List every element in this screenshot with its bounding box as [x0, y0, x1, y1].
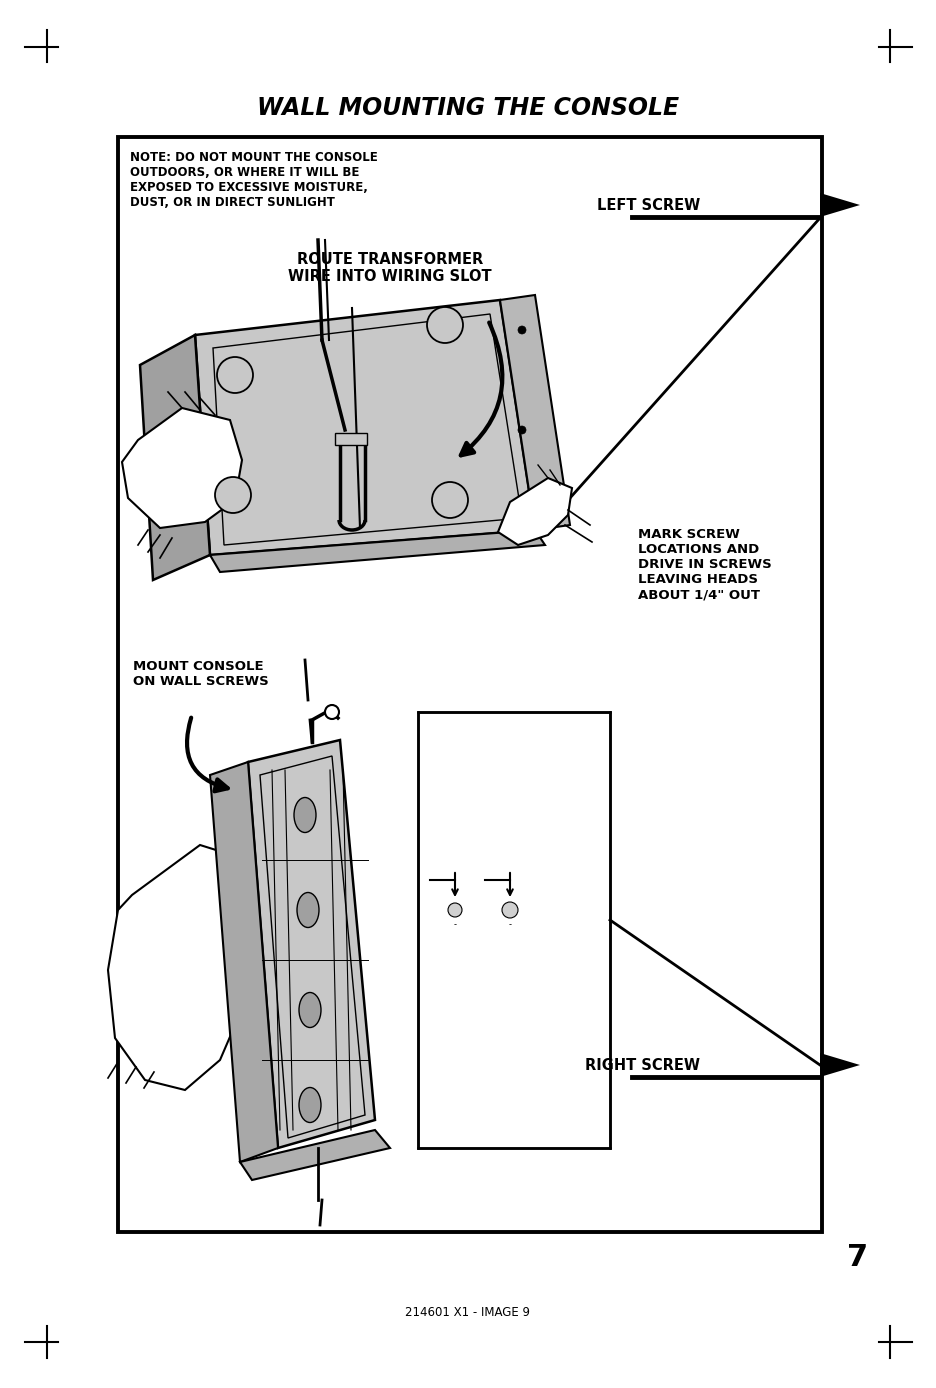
- Polygon shape: [417, 712, 609, 1148]
- Polygon shape: [497, 477, 571, 545]
- Ellipse shape: [299, 1088, 321, 1123]
- Bar: [118, 137, 821, 1233]
- Ellipse shape: [294, 798, 315, 833]
- FancyArrowPatch shape: [461, 322, 502, 455]
- Text: RIGHT SCREW: RIGHT SCREW: [584, 1058, 699, 1073]
- Ellipse shape: [297, 892, 318, 927]
- Text: ROUTE TRANSFORMER
WIRE INTO WIRING SLOT: ROUTE TRANSFORMER WIRE INTO WIRING SLOT: [288, 251, 491, 285]
- Polygon shape: [195, 300, 534, 555]
- Polygon shape: [500, 296, 569, 530]
- Circle shape: [214, 477, 251, 514]
- Ellipse shape: [299, 992, 321, 1027]
- Polygon shape: [819, 1053, 859, 1077]
- Circle shape: [325, 705, 339, 719]
- Circle shape: [518, 426, 525, 434]
- Text: LEFT SCREW: LEFT SCREW: [596, 197, 699, 212]
- Polygon shape: [139, 335, 210, 580]
- Polygon shape: [248, 740, 374, 1148]
- Circle shape: [431, 482, 467, 518]
- Polygon shape: [210, 530, 545, 572]
- Text: WALL MOUNTING THE CONSOLE: WALL MOUNTING THE CONSOLE: [256, 96, 679, 119]
- Text: -: -: [508, 920, 511, 930]
- FancyArrowPatch shape: [187, 718, 227, 791]
- Polygon shape: [122, 408, 241, 527]
- Circle shape: [502, 902, 518, 917]
- Circle shape: [518, 516, 525, 525]
- Text: MARK SCREW
LOCATIONS AND
DRIVE IN SCREWS
LEAVING HEADS
ABOUT 1/4" OUT: MARK SCREW LOCATIONS AND DRIVE IN SCREWS…: [637, 527, 771, 601]
- Polygon shape: [210, 762, 278, 1162]
- Text: MOUNT CONSOLE
ON WALL SCREWS: MOUNT CONSOLE ON WALL SCREWS: [133, 661, 269, 688]
- Bar: [335, 433, 367, 446]
- Text: 7: 7: [846, 1244, 868, 1273]
- Circle shape: [518, 326, 525, 335]
- Circle shape: [447, 904, 461, 917]
- Polygon shape: [819, 193, 859, 217]
- Circle shape: [427, 307, 462, 343]
- Polygon shape: [108, 845, 255, 1090]
- Circle shape: [217, 357, 253, 393]
- Text: NOTE: DO NOT MOUNT THE CONSOLE
OUTDOORS, OR WHERE IT WILL BE
EXPOSED TO EXCESSIV: NOTE: DO NOT MOUNT THE CONSOLE OUTDOORS,…: [130, 151, 377, 210]
- Polygon shape: [240, 1130, 389, 1180]
- Text: -: -: [453, 920, 456, 930]
- Text: 214601 X1 - IMAGE 9: 214601 X1 - IMAGE 9: [405, 1306, 530, 1319]
